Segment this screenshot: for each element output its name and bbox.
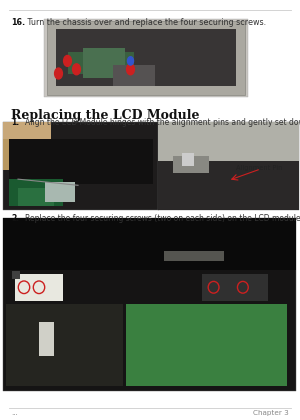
Bar bbox=[3, 122, 159, 210]
Text: Turn the chassis over and replace the four securing screws.: Turn the chassis over and replace the fo… bbox=[25, 18, 266, 26]
Circle shape bbox=[64, 55, 71, 66]
Bar bbox=[82, 48, 124, 78]
Bar bbox=[9, 179, 63, 206]
Bar bbox=[45, 182, 75, 202]
Bar bbox=[50, 25, 242, 90]
Circle shape bbox=[55, 68, 62, 79]
Circle shape bbox=[127, 64, 134, 75]
Bar bbox=[158, 122, 298, 210]
Bar bbox=[172, 156, 208, 173]
Bar bbox=[56, 29, 236, 86]
Bar bbox=[18, 188, 54, 206]
Text: 16.: 16. bbox=[11, 18, 26, 26]
Bar bbox=[9, 139, 153, 184]
Text: Align the LCD Module hinges with the alignment pins and gently set down.: Align the LCD Module hinges with the ali… bbox=[25, 118, 300, 127]
Bar bbox=[12, 271, 20, 279]
Circle shape bbox=[128, 57, 134, 65]
Text: 2.: 2. bbox=[11, 214, 20, 223]
Bar bbox=[126, 304, 287, 386]
Bar bbox=[68, 52, 134, 74]
Bar bbox=[112, 65, 154, 86]
Bar bbox=[3, 218, 296, 391]
Circle shape bbox=[73, 64, 80, 75]
Bar bbox=[158, 161, 298, 210]
Bar bbox=[182, 153, 194, 166]
Bar bbox=[126, 304, 287, 386]
Bar bbox=[46, 21, 244, 94]
Bar bbox=[164, 251, 224, 261]
Text: Replacing the LCD Module: Replacing the LCD Module bbox=[11, 109, 200, 122]
Bar bbox=[6, 304, 123, 386]
Bar bbox=[3, 139, 33, 171]
Bar bbox=[3, 218, 296, 270]
Text: Alignment Pin: Alignment Pin bbox=[236, 165, 282, 171]
Bar bbox=[202, 273, 268, 301]
Bar bbox=[3, 122, 51, 161]
Bar bbox=[44, 19, 247, 97]
Bar bbox=[158, 122, 298, 161]
Bar bbox=[15, 273, 63, 301]
Text: Replace the four securing screws (two on each side) on the LCD module.: Replace the four securing screws (two on… bbox=[25, 214, 300, 223]
Text: Chapter 3: Chapter 3 bbox=[253, 410, 289, 416]
Bar bbox=[39, 322, 54, 356]
Text: 1.: 1. bbox=[11, 118, 20, 127]
Text: ...: ... bbox=[11, 410, 18, 416]
